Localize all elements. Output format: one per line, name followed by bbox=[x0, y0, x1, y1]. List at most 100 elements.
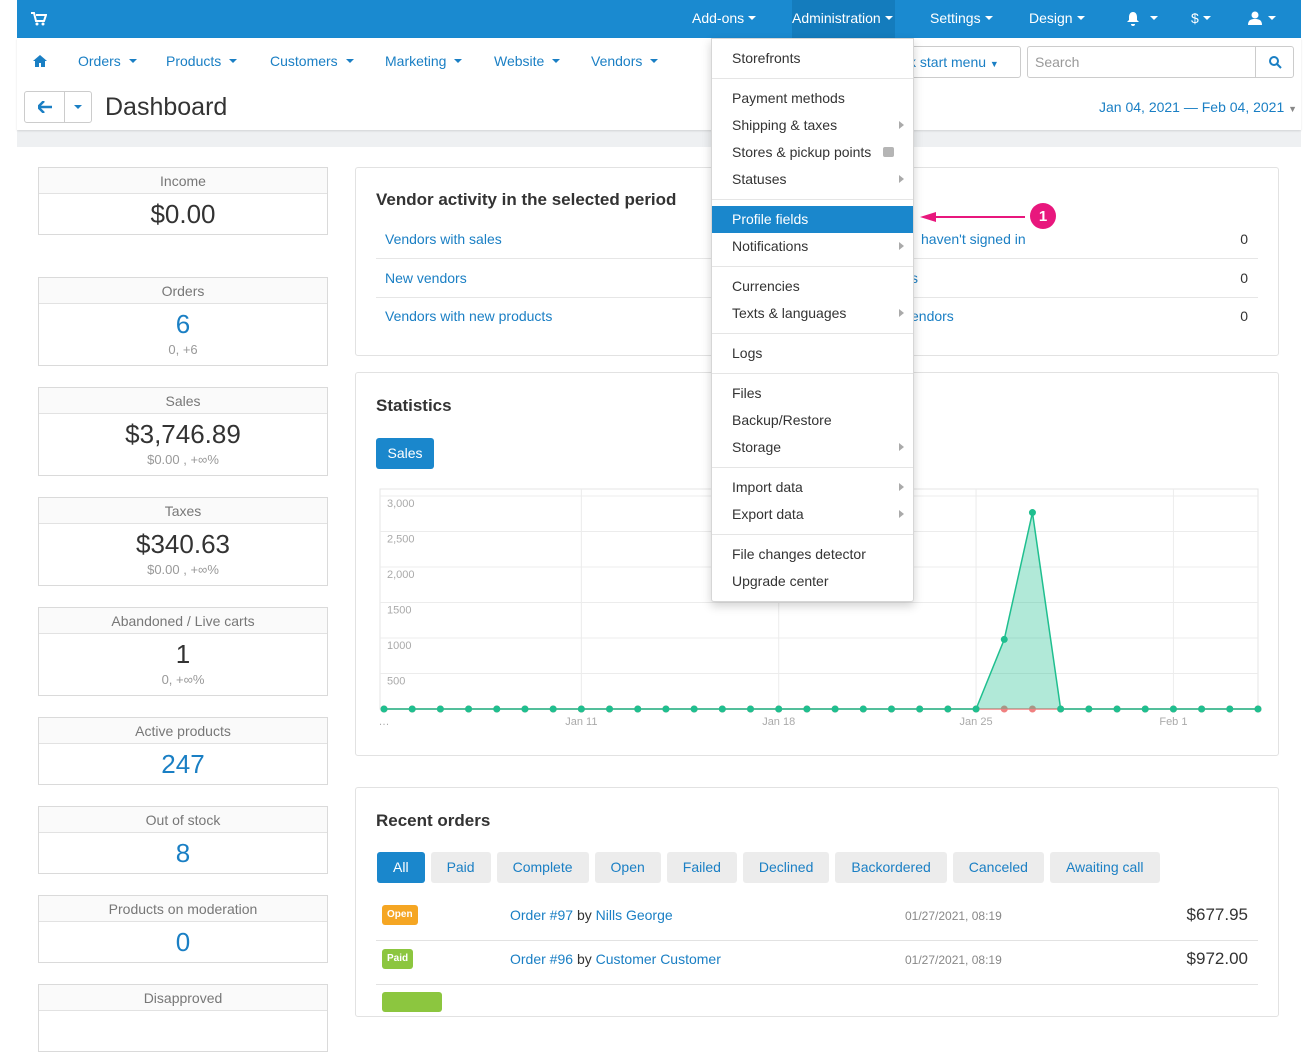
nav-item[interactable]: Orders bbox=[78, 52, 121, 70]
menu-item-label: Texts & languages bbox=[732, 300, 846, 327]
menu-item[interactable]: Notifications bbox=[712, 233, 913, 260]
menu-item[interactable]: Texts & languages bbox=[712, 300, 913, 327]
caret bbox=[748, 16, 756, 20]
menu-item-label: Currencies bbox=[732, 273, 800, 300]
menu-item[interactable]: Logs bbox=[712, 340, 913, 367]
addon-icon bbox=[883, 147, 894, 157]
stat-value[interactable]: 8 bbox=[39, 838, 327, 868]
stat-card: Taxes$340.63$0.00 , +∞% bbox=[38, 497, 328, 586]
stat-change: 0, +6 bbox=[39, 342, 327, 358]
vendor-link[interactable]: endors bbox=[911, 307, 954, 325]
nav-item[interactable]: Website bbox=[494, 52, 544, 70]
menu-item[interactable]: Import data bbox=[712, 474, 913, 501]
status-badge bbox=[382, 992, 442, 1012]
order-tab[interactable]: Backordered bbox=[835, 852, 946, 883]
vendor-count: 0 bbox=[1240, 307, 1248, 325]
caret bbox=[1203, 16, 1211, 20]
submenu-arrow bbox=[899, 483, 904, 491]
nav-item[interactable]: Vendors bbox=[591, 52, 642, 70]
menu-divider bbox=[712, 373, 913, 374]
order-line: Order #96 by Customer Customer bbox=[510, 950, 721, 968]
top-menu[interactable]: Administration bbox=[792, 0, 895, 38]
menu-item[interactable]: Profile fields bbox=[712, 206, 913, 233]
stat-value: 1 bbox=[39, 639, 327, 669]
cart-icon[interactable] bbox=[31, 12, 47, 26]
menu-divider bbox=[712, 467, 913, 468]
stat-card: Products on moderation 0 bbox=[38, 895, 328, 963]
order-date: 01/27/2021, 08:19 bbox=[905, 908, 1002, 924]
menu-divider bbox=[712, 266, 913, 267]
order-tab[interactable]: Declined bbox=[743, 852, 829, 883]
search-input[interactable]: Search bbox=[1027, 46, 1256, 78]
caret bbox=[885, 16, 893, 20]
panel-title: Statistics bbox=[376, 396, 452, 416]
order-tab[interactable]: Awaiting call bbox=[1050, 852, 1160, 883]
vendor-link[interactable]: Vendors with sales bbox=[385, 230, 502, 248]
menu-item[interactable]: Upgrade center bbox=[712, 568, 913, 595]
top-bar: Add-onsAdministrationSettingsDesign$ bbox=[17, 0, 1301, 38]
caret bbox=[552, 59, 560, 63]
order-customer[interactable]: Nills George bbox=[596, 907, 673, 923]
order-total: $677.95 bbox=[1187, 905, 1248, 925]
menu-item-label: Upgrade center bbox=[732, 568, 829, 595]
order-tab[interactable]: Failed bbox=[667, 852, 737, 883]
nav-item[interactable]: Products bbox=[166, 52, 221, 70]
menu-divider bbox=[712, 199, 913, 200]
user-icon[interactable] bbox=[1248, 11, 1262, 25]
menu-item-label: File changes detector bbox=[732, 541, 866, 568]
date-range[interactable]: Jan 04, 2021 — Feb 04, 2021 ▼ bbox=[1099, 98, 1297, 118]
menu-item[interactable]: Payment methods bbox=[712, 85, 913, 112]
stat-label: Products on moderation bbox=[39, 896, 327, 922]
caret: ▼ bbox=[1288, 104, 1297, 114]
home-icon[interactable] bbox=[33, 55, 47, 67]
stat-card: Income$0.00 bbox=[38, 167, 328, 235]
back-dropdown[interactable] bbox=[64, 91, 92, 123]
order-tab[interactable]: All bbox=[377, 852, 425, 883]
bell-icon[interactable] bbox=[1126, 11, 1140, 26]
menu-item[interactable]: Statuses bbox=[712, 166, 913, 193]
stat-value: $340.63 bbox=[39, 529, 327, 559]
stat-label: Income bbox=[39, 168, 327, 194]
sales-tab[interactable]: Sales bbox=[376, 438, 434, 469]
stat-label: Taxes bbox=[39, 498, 327, 524]
stat-label: Active products bbox=[39, 718, 327, 744]
menu-item[interactable]: Files bbox=[712, 380, 913, 407]
menu-item[interactable]: File changes detector bbox=[712, 541, 913, 568]
nav-item[interactable]: Marketing bbox=[385, 52, 446, 70]
status-badge: Paid bbox=[382, 949, 413, 969]
menu-item[interactable]: Shipping & taxes bbox=[712, 112, 913, 139]
stat-label: Orders bbox=[39, 278, 327, 304]
stat-value[interactable]: 6 bbox=[39, 309, 327, 339]
submenu-arrow bbox=[899, 510, 904, 518]
nav-item[interactable]: Customers bbox=[270, 52, 338, 70]
order-order[interactable]: Order #96 bbox=[510, 951, 573, 967]
order-tabs: AllPaidCompleteOpenFailedDeclinedBackord… bbox=[377, 852, 1160, 883]
order-by: by bbox=[577, 951, 592, 967]
menu-item[interactable]: Storefronts bbox=[712, 45, 913, 72]
caret bbox=[129, 59, 137, 63]
caret bbox=[74, 105, 82, 110]
search-button[interactable] bbox=[1255, 46, 1294, 78]
menu-item[interactable]: Stores & pickup points bbox=[712, 139, 913, 166]
submenu-arrow bbox=[899, 242, 904, 250]
order-tab[interactable]: Canceled bbox=[953, 852, 1044, 883]
stat-value[interactable]: 0 bbox=[39, 927, 327, 957]
order-customer[interactable]: Customer Customer bbox=[596, 951, 721, 967]
menu-item[interactable]: Export data bbox=[712, 501, 913, 528]
back-button[interactable] bbox=[24, 91, 65, 123]
stat-value[interactable]: 247 bbox=[39, 749, 327, 779]
vendor-link[interactable]: New vendors bbox=[385, 269, 467, 287]
menu-item[interactable]: Storage bbox=[712, 434, 913, 461]
order-tab[interactable]: Complete bbox=[497, 852, 589, 883]
order-total: $972.00 bbox=[1187, 949, 1248, 969]
menu-item[interactable]: Currencies bbox=[712, 273, 913, 300]
order-tab[interactable]: Open bbox=[595, 852, 661, 883]
stat-label: Disapproved bbox=[39, 985, 327, 1011]
order-order[interactable]: Order #97 bbox=[510, 907, 573, 923]
vendor-link[interactable]: Vendors with new products bbox=[385, 307, 552, 325]
menu-item[interactable]: Backup/Restore bbox=[712, 407, 913, 434]
order-tab[interactable]: Paid bbox=[431, 852, 491, 883]
menu-item-label: Backup/Restore bbox=[732, 407, 832, 434]
caret bbox=[454, 59, 462, 63]
stat-card: Abandoned / Live carts10, +∞% bbox=[38, 607, 328, 696]
